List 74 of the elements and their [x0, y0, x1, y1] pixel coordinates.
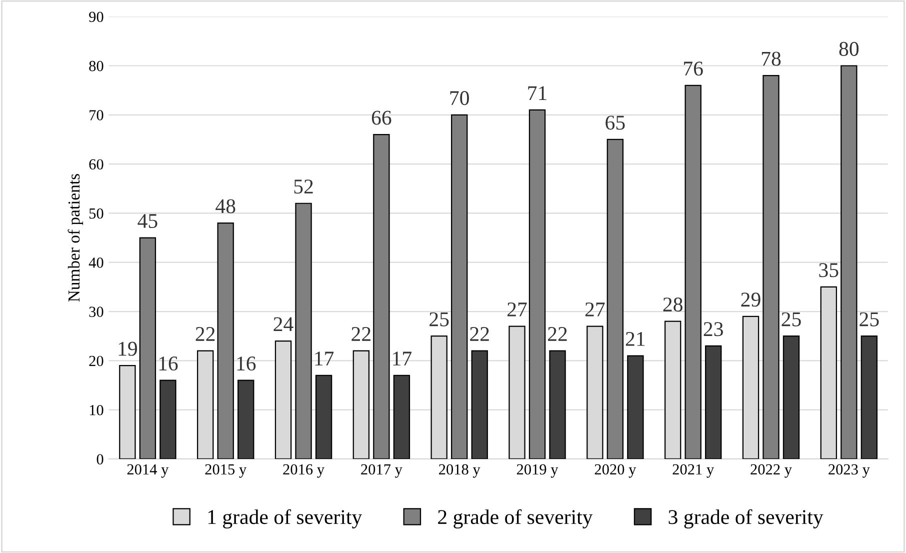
data-label: 16: [159, 356, 178, 371]
data-label: 28: [663, 298, 682, 312]
data-label: 22: [548, 327, 567, 341]
legend-label: 3 grade of severity: [668, 509, 824, 528]
bar: [684, 84, 702, 459]
x-tick-label: 2016 y: [283, 464, 324, 478]
data-label: 29: [741, 292, 760, 307]
data-label: 22: [352, 327, 370, 341]
data-label: 76: [684, 62, 703, 76]
y-tick-label: 0: [96, 454, 104, 464]
data-label: 52: [294, 180, 313, 194]
data-label: 48: [216, 199, 236, 214]
bar: [860, 336, 878, 459]
bar: [705, 345, 722, 459]
bar: [139, 237, 156, 459]
data-label: 17: [393, 352, 412, 366]
data-label: 66: [372, 110, 392, 125]
bar: [627, 355, 644, 459]
y-tick-label: 80: [89, 60, 104, 72]
y-tick-label: 90: [89, 12, 104, 22]
data-label: 17: [315, 352, 334, 366]
data-label: 71: [528, 86, 546, 100]
x-tick-label: 2020 y: [594, 464, 636, 478]
bar: [393, 374, 410, 459]
bar: [840, 65, 858, 459]
data-label: 16: [237, 356, 256, 371]
y-tick-label: 20: [89, 356, 104, 366]
bar: [217, 222, 234, 459]
data-label: 19: [118, 342, 137, 356]
x-tick-label: 2022 y: [750, 464, 792, 478]
x-tick-label: 2023 y: [828, 464, 870, 478]
bar: [782, 336, 800, 459]
bar: [450, 114, 468, 459]
data-label: 22: [470, 327, 489, 341]
bar: [315, 374, 332, 459]
data-label: 45: [138, 214, 158, 228]
data-label: 25: [782, 312, 801, 326]
data-label: 27: [508, 302, 527, 316]
x-tick-label: 2015 y: [205, 464, 247, 478]
y-tick-label: 70: [90, 110, 104, 120]
data-label: 22: [196, 327, 215, 341]
y-axis-title: Number of patients: [68, 174, 84, 302]
bar: [295, 202, 312, 459]
x-tick-label: 2021 y: [672, 464, 714, 478]
bar: [471, 350, 488, 459]
bar: [160, 380, 176, 459]
x-tick-label: 2018 y: [439, 464, 480, 478]
y-tick-label: 40: [88, 258, 104, 268]
data-label: 21: [626, 332, 645, 346]
bar: [606, 138, 624, 459]
bar: [762, 75, 780, 459]
data-label: 25: [430, 312, 449, 326]
legend-label: 2 grade of severity: [438, 509, 593, 528]
data-label: 25: [860, 312, 879, 326]
data-label: 80: [839, 42, 859, 56]
y-tick-label: 30: [89, 306, 104, 317]
bar: [238, 380, 254, 459]
y-tick-label: 50: [89, 208, 104, 219]
x-tick-label: 2017 y: [361, 464, 402, 478]
data-label: 65: [606, 116, 625, 130]
y-tick-label: 60: [89, 159, 104, 170]
y-tick-label: 10: [90, 404, 104, 416]
data-label: 23: [704, 322, 723, 336]
data-label: 70: [450, 91, 469, 106]
x-tick-label: 2019 y: [516, 464, 558, 478]
data-label: 78: [762, 52, 781, 66]
bar: [373, 134, 390, 459]
x-tick-label: 2014 y: [127, 464, 169, 478]
legend-label: 1 grade of severity: [208, 509, 362, 528]
bar: [549, 350, 566, 459]
data-label: 24: [274, 317, 294, 332]
bar: [528, 109, 546, 459]
data-label: 35: [819, 263, 838, 278]
data-label: 27: [585, 302, 605, 316]
